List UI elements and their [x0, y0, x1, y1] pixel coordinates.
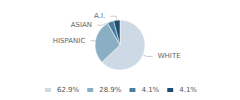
svg-text:62.9%: 62.9%	[57, 86, 80, 94]
svg-text:WHITE: WHITE	[158, 52, 181, 60]
svg-text:28.9%: 28.9%	[99, 86, 122, 94]
svg-text:HISPANIC: HISPANIC	[53, 37, 86, 45]
svg-text:ASIAN: ASIAN	[71, 21, 92, 29]
svg-text:A.I.: A.I.	[94, 12, 105, 20]
svg-text:4.1%: 4.1%	[141, 86, 159, 94]
svg-text:4.1%: 4.1%	[179, 86, 197, 94]
